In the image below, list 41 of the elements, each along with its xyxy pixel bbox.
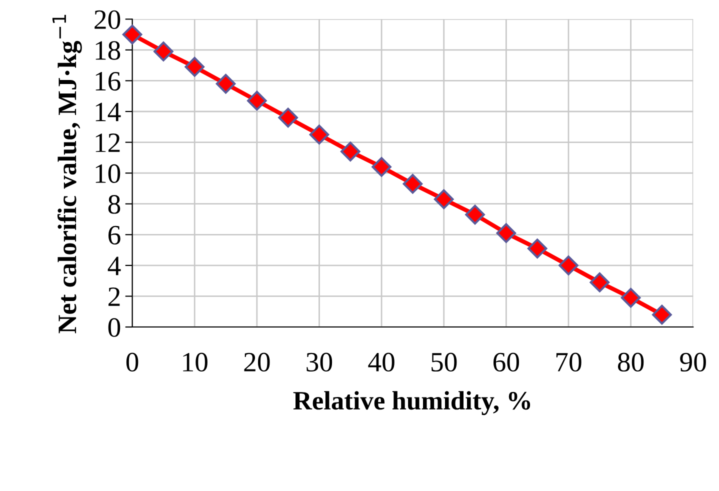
- x-tick-label: 20: [244, 352, 270, 372]
- point: [372, 157, 392, 177]
- x-tick-label: 40: [368, 352, 394, 372]
- y-tick-label: 12: [96, 134, 120, 152]
- point: [620, 288, 641, 308]
- y-tick-label: 14: [96, 102, 121, 122]
- y-tick-label: 20: [94, 10, 120, 30]
- point: [340, 142, 360, 162]
- point: [496, 223, 516, 243]
- x-tick-label: 80: [618, 352, 644, 372]
- point: [558, 256, 578, 276]
- x-tick-label: 70: [556, 352, 582, 372]
- point: [154, 42, 174, 62]
- x-tick-label: 60: [493, 352, 520, 372]
- point: [278, 108, 298, 128]
- point: [590, 272, 610, 292]
- point: [527, 238, 548, 258]
- point: [309, 124, 330, 144]
- y-tick-label: 6: [108, 226, 120, 245]
- x-axis-title: Relative humidity, %: [293, 391, 530, 416]
- y-tick-label: 4: [108, 256, 121, 276]
- point: [434, 189, 454, 210]
- point: [247, 90, 267, 111]
- point: [216, 74, 236, 94]
- y-tick-label: 8: [108, 195, 120, 214]
- y-tick-label: 10: [96, 164, 120, 183]
- x-tick-label: 0: [126, 352, 138, 372]
- y-tick-label: 2: [108, 287, 120, 306]
- y-axis-title: Net calorific value, MJ·kg$^{−1}$: [52, 14, 82, 334]
- point: [465, 204, 485, 225]
- x-tick-label: 30: [306, 352, 332, 372]
- point: [122, 24, 142, 44]
- x-tick-label: 90: [680, 352, 706, 372]
- point: [402, 174, 423, 194]
- y-tick-label: 18: [96, 41, 120, 60]
- y-tick-label: 0: [108, 318, 120, 337]
- point: [184, 56, 204, 77]
- x-tick-label: 10: [183, 352, 208, 372]
- point: [652, 304, 672, 325]
- y-tick-label: 16: [96, 72, 120, 91]
- x-tick-label: 50: [432, 352, 457, 372]
